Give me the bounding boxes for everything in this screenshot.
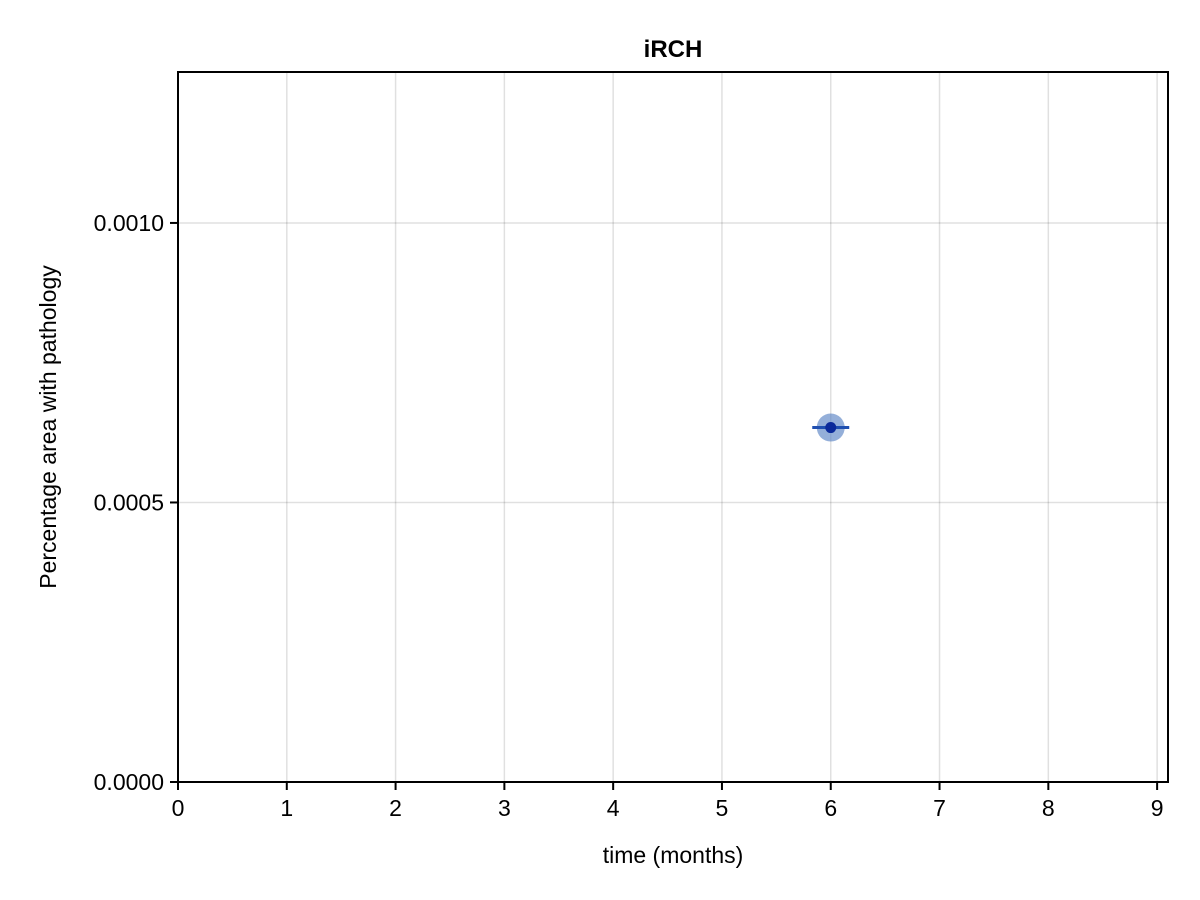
x-tick-label: 5 [716,795,729,821]
x-tick-label: 0 [172,795,185,821]
x-tick-label: 2 [389,795,402,821]
x-tick-label: 4 [607,795,620,821]
chart-title: iRCH [644,36,703,63]
x-tick-label: 1 [280,795,293,821]
plot-frame [177,71,1169,783]
y-tick-label: 0.0000 [94,769,164,795]
y-axis-label: Percentage area with pathology [35,265,61,589]
y-axis: 0.0000 0.0005 0.0010 [94,210,178,795]
x-tick-label: 9 [1151,795,1164,821]
data-marks [812,413,850,442]
x-tick-label: 6 [824,795,837,821]
x-axis: 0 1 2 3 4 5 6 7 8 9 [172,782,1164,821]
grid [177,72,1168,783]
x-tick-label: 7 [933,795,946,821]
data-point [825,422,837,434]
x-tick-label: 8 [1042,795,1055,821]
y-tick-label: 0.0005 [94,489,164,515]
x-tick-label: 3 [498,795,511,821]
x-axis-label: time (months) [603,842,744,868]
y-tick-label: 0.0010 [94,210,164,236]
